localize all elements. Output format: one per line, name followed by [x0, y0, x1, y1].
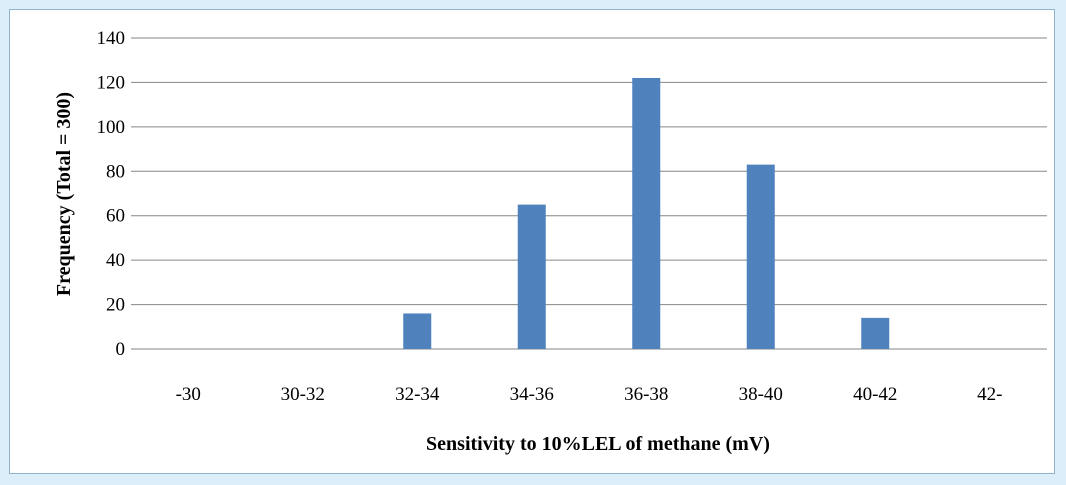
x-tick-label: 32-34 — [395, 384, 440, 405]
bar — [403, 313, 432, 349]
y-tick-label: 40 — [106, 250, 125, 271]
y-axis-title: Frequency (Total = 300) — [53, 92, 75, 296]
bar — [746, 164, 775, 349]
y-tick-label: 60 — [106, 206, 125, 227]
x-axis-title: Sensitivity to 10%LEL of methane (mV) — [426, 433, 770, 455]
y-tick-label: 20 — [106, 295, 125, 316]
bar — [861, 317, 890, 349]
gridlines — [131, 37, 1047, 350]
x-tick-label: 42- — [977, 384, 1002, 405]
y-tick-label: 0 — [116, 339, 126, 360]
bar — [632, 77, 661, 349]
x-tick-label: 38-40 — [739, 384, 783, 405]
x-tick-labels: -30 30-32 32-34 34-36 36-38 38-40 40-42 42- — [176, 384, 1003, 405]
y-tick-label: 120 — [97, 72, 126, 93]
x-tick-label: 34-36 — [510, 384, 554, 405]
x-tick-label: 36-38 — [624, 384, 668, 405]
y-tick-label: 140 — [97, 28, 126, 49]
x-tick-label: 40-42 — [853, 384, 897, 405]
y-tick-labels: 0 20 40 60 80 100 120 140 — [97, 28, 126, 360]
y-tick-label: 100 — [97, 117, 126, 138]
bars — [403, 77, 890, 349]
x-tick-label: -30 — [176, 384, 201, 405]
bar — [517, 204, 546, 349]
y-tick-label: 80 — [106, 161, 125, 182]
x-tick-label: 30-32 — [281, 384, 325, 405]
